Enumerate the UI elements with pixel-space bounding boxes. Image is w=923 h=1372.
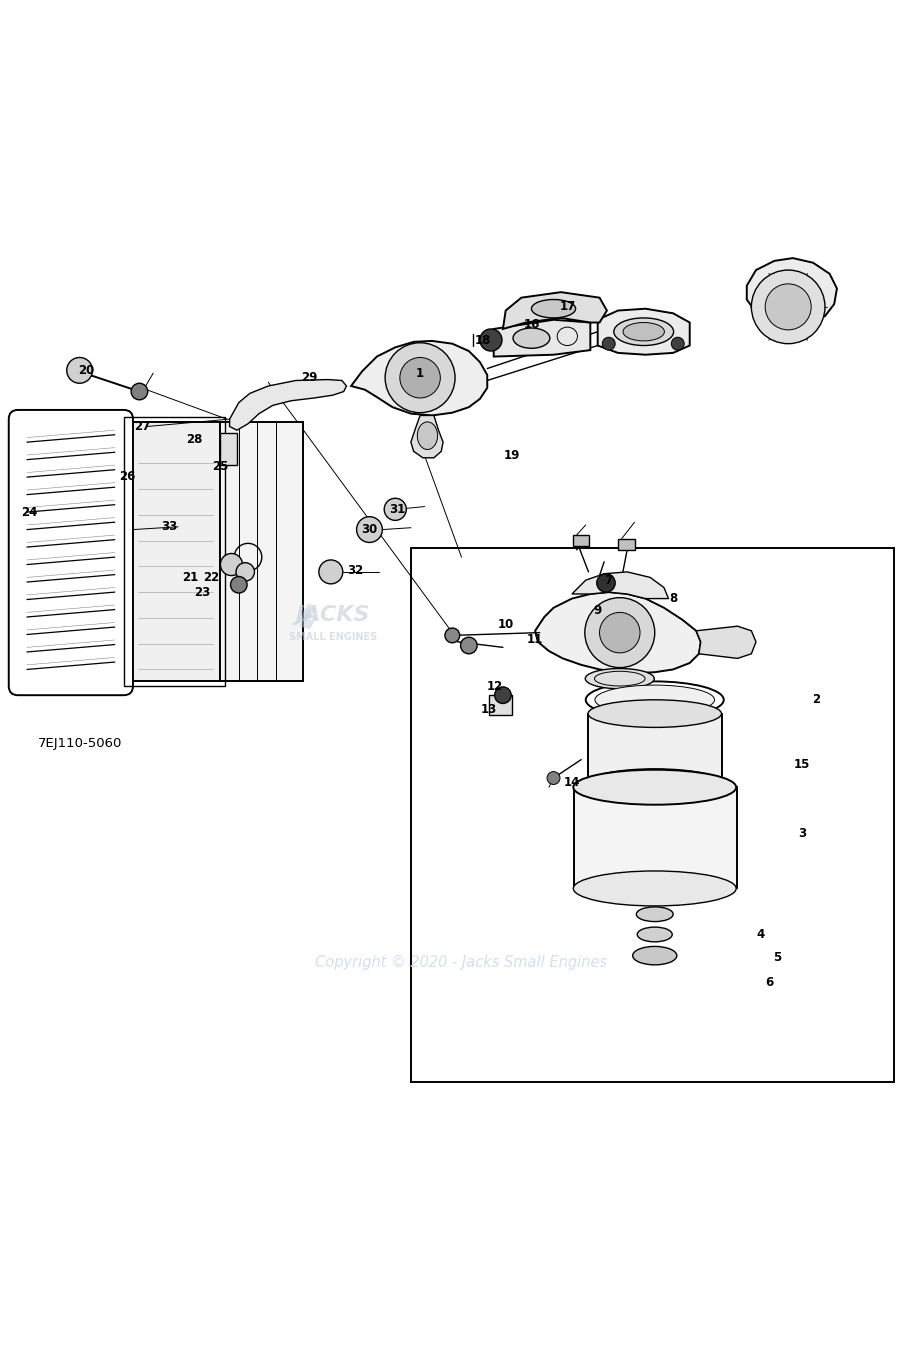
Text: 27: 27	[134, 420, 150, 434]
Text: JACKS: JACKS	[295, 605, 370, 626]
Circle shape	[597, 573, 615, 593]
Ellipse shape	[585, 668, 654, 689]
Polygon shape	[535, 593, 701, 674]
Text: SMALL ENGINES: SMALL ENGINES	[289, 632, 377, 642]
Text: 16: 16	[523, 318, 540, 331]
Circle shape	[495, 687, 511, 704]
Circle shape	[547, 771, 560, 785]
Text: 24: 24	[21, 506, 37, 520]
Circle shape	[480, 329, 502, 351]
Text: 17: 17	[559, 300, 575, 313]
Circle shape	[585, 598, 654, 668]
Text: 26: 26	[119, 469, 136, 483]
Text: 23: 23	[194, 586, 210, 598]
Bar	[124, 417, 225, 686]
Text: 33: 33	[162, 520, 178, 534]
Bar	[133, 423, 221, 682]
Text: 5: 5	[773, 951, 781, 965]
Circle shape	[765, 284, 811, 329]
Bar	[589, 713, 722, 782]
Circle shape	[384, 498, 406, 520]
Circle shape	[461, 637, 477, 654]
Ellipse shape	[513, 328, 550, 348]
Text: 1: 1	[416, 366, 425, 380]
Circle shape	[66, 358, 92, 383]
Circle shape	[236, 563, 255, 582]
Text: 28: 28	[186, 434, 203, 446]
Text: 13: 13	[481, 702, 497, 716]
Ellipse shape	[636, 907, 673, 922]
Ellipse shape	[632, 947, 677, 965]
Text: 30: 30	[361, 523, 378, 536]
Polygon shape	[598, 309, 689, 355]
Circle shape	[600, 612, 640, 653]
Polygon shape	[503, 292, 607, 329]
Bar	[411, 547, 894, 1081]
Ellipse shape	[573, 871, 737, 906]
Text: 7EJ110-5060: 7EJ110-5060	[38, 737, 123, 749]
Text: 15: 15	[794, 757, 810, 771]
Polygon shape	[747, 258, 837, 325]
FancyBboxPatch shape	[8, 410, 133, 696]
Text: Copyright © 2020 - Jacks Small Engines: Copyright © 2020 - Jacks Small Engines	[316, 955, 607, 970]
Text: 31: 31	[389, 502, 405, 516]
Bar	[489, 696, 512, 715]
Text: 29: 29	[302, 372, 318, 384]
Polygon shape	[411, 416, 443, 458]
Ellipse shape	[573, 770, 737, 805]
Ellipse shape	[623, 322, 665, 340]
Circle shape	[231, 576, 247, 593]
Text: 10: 10	[497, 617, 514, 631]
Polygon shape	[301, 604, 316, 628]
Text: 7: 7	[605, 573, 613, 587]
Text: 8: 8	[669, 593, 677, 605]
Bar	[221, 434, 237, 465]
Text: 6: 6	[766, 975, 773, 989]
Ellipse shape	[532, 299, 576, 318]
Ellipse shape	[637, 927, 672, 941]
Text: 2: 2	[811, 693, 820, 707]
Circle shape	[131, 383, 148, 399]
Circle shape	[445, 628, 460, 642]
Circle shape	[400, 358, 440, 398]
Text: 22: 22	[203, 571, 220, 584]
Circle shape	[751, 270, 825, 343]
Text: 19: 19	[504, 450, 521, 462]
Ellipse shape	[614, 318, 674, 346]
Bar	[573, 535, 590, 546]
Text: 32: 32	[348, 564, 364, 578]
Ellipse shape	[588, 700, 722, 727]
Bar	[574, 788, 737, 889]
Text: 21: 21	[182, 571, 198, 584]
Text: 9: 9	[593, 604, 602, 617]
Ellipse shape	[586, 682, 724, 718]
Circle shape	[318, 560, 342, 584]
Polygon shape	[351, 340, 487, 416]
Polygon shape	[572, 572, 668, 598]
Text: 20: 20	[78, 364, 94, 377]
Circle shape	[671, 338, 684, 350]
Bar	[617, 539, 634, 550]
Circle shape	[603, 338, 615, 350]
Polygon shape	[494, 320, 591, 357]
Polygon shape	[696, 626, 756, 659]
Text: 12: 12	[486, 679, 503, 693]
Ellipse shape	[417, 423, 438, 450]
Circle shape	[221, 553, 243, 576]
Circle shape	[385, 343, 455, 413]
Text: 25: 25	[212, 461, 229, 473]
Text: 3: 3	[797, 827, 806, 840]
Text: 11: 11	[527, 634, 544, 646]
Bar	[221, 423, 304, 682]
Ellipse shape	[588, 768, 722, 796]
Polygon shape	[230, 380, 346, 431]
Ellipse shape	[595, 685, 714, 715]
Text: 18: 18	[474, 335, 491, 347]
Text: 4: 4	[757, 927, 764, 941]
Text: 14: 14	[564, 777, 581, 789]
Circle shape	[356, 517, 382, 542]
